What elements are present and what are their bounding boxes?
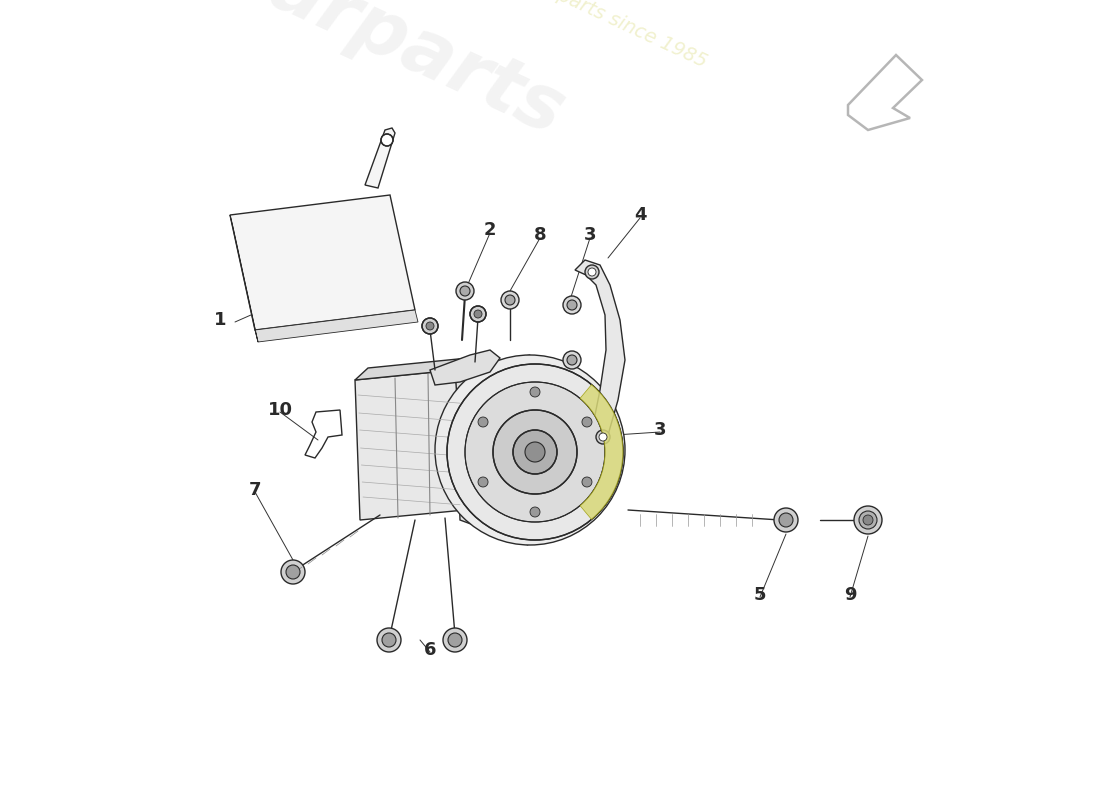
Circle shape — [563, 296, 581, 314]
Circle shape — [500, 291, 519, 309]
Wedge shape — [580, 385, 623, 519]
Text: 4: 4 — [634, 206, 647, 224]
Text: 8: 8 — [534, 226, 547, 244]
Text: a passion for parts since 1985: a passion for parts since 1985 — [434, 0, 710, 71]
Circle shape — [779, 513, 793, 527]
Circle shape — [513, 430, 557, 474]
Text: 3: 3 — [584, 226, 596, 244]
Circle shape — [422, 318, 438, 334]
Text: 7: 7 — [249, 481, 262, 499]
Circle shape — [774, 508, 798, 532]
Polygon shape — [255, 310, 418, 342]
Polygon shape — [430, 350, 500, 385]
Circle shape — [377, 628, 402, 652]
Polygon shape — [848, 55, 922, 130]
Circle shape — [582, 477, 592, 487]
Circle shape — [470, 306, 486, 322]
Circle shape — [286, 565, 300, 579]
Polygon shape — [575, 260, 625, 435]
Text: 5: 5 — [754, 586, 767, 604]
Circle shape — [426, 322, 434, 330]
Circle shape — [530, 507, 540, 517]
Circle shape — [456, 282, 474, 300]
Circle shape — [465, 382, 605, 522]
Circle shape — [474, 310, 482, 318]
Circle shape — [478, 417, 488, 427]
Circle shape — [596, 430, 611, 444]
Polygon shape — [355, 370, 465, 520]
Circle shape — [859, 511, 877, 529]
Circle shape — [854, 506, 882, 534]
Circle shape — [443, 628, 468, 652]
Circle shape — [447, 364, 623, 540]
Circle shape — [493, 410, 578, 494]
Circle shape — [478, 477, 488, 487]
Circle shape — [460, 286, 470, 296]
Circle shape — [566, 300, 578, 310]
Circle shape — [585, 265, 600, 279]
Circle shape — [530, 387, 540, 397]
Circle shape — [525, 442, 544, 462]
Circle shape — [434, 355, 625, 545]
Text: 3: 3 — [653, 421, 667, 439]
Circle shape — [566, 355, 578, 365]
Text: 10: 10 — [267, 401, 293, 419]
Text: 2: 2 — [484, 221, 496, 239]
Circle shape — [563, 351, 581, 369]
Polygon shape — [455, 355, 530, 545]
Polygon shape — [365, 128, 395, 188]
Polygon shape — [355, 358, 468, 380]
Text: 6: 6 — [424, 641, 437, 659]
Circle shape — [588, 268, 596, 276]
Text: 9: 9 — [844, 586, 856, 604]
Circle shape — [382, 633, 396, 647]
Polygon shape — [230, 215, 258, 342]
Text: 1: 1 — [213, 311, 227, 329]
Circle shape — [448, 633, 462, 647]
Circle shape — [600, 433, 607, 441]
Text: eurocarparts: eurocarparts — [41, 0, 575, 152]
Circle shape — [582, 417, 592, 427]
Circle shape — [381, 134, 393, 146]
Circle shape — [280, 560, 305, 584]
Circle shape — [505, 295, 515, 305]
Circle shape — [864, 515, 873, 525]
Polygon shape — [230, 195, 415, 330]
